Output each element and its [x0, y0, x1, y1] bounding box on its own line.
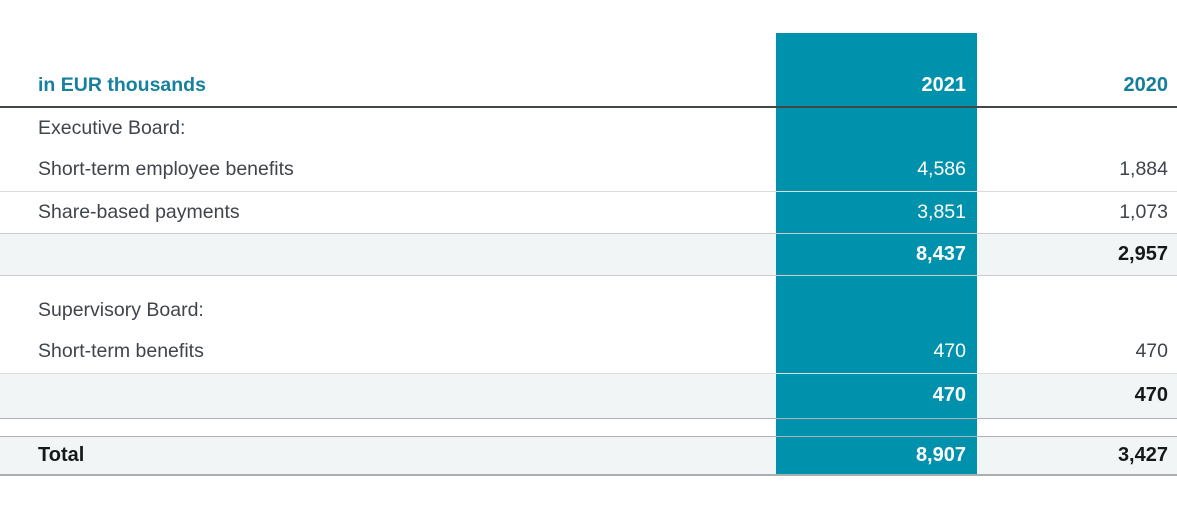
row-executive-board-subtotal: 8,437 2,957 [0, 233, 1177, 276]
column-header-2021: 2021 [776, 33, 977, 108]
row-label [0, 233, 776, 276]
row-label [0, 373, 776, 419]
compensation-table: in EUR thousands 2021 2020 Executive Boa… [0, 33, 1177, 476]
row-label: Total [0, 435, 776, 476]
cell-2021: 4,586 [776, 149, 977, 192]
row-share-based-payments: Share-based payments 3,851 1,073 [0, 191, 1177, 234]
cell-2020: 470 [977, 331, 1177, 374]
cell-2020: 1,884 [977, 149, 1177, 192]
cell-2020: 1,073 [977, 191, 1177, 234]
row-short-term-benefits: Short-term benefits 470 470 [0, 331, 1177, 374]
table-header-row: in EUR thousands 2021 2020 [0, 33, 1177, 108]
row-total: Total 8,907 3,427 [0, 435, 1177, 476]
row-executive-board-section: Executive Board: [0, 107, 1177, 149]
row-label: Short-term benefits [0, 331, 776, 374]
cell-2021: 470 [776, 331, 977, 374]
column-header-2020: 2020 [977, 33, 1177, 108]
cell-2021 [776, 107, 977, 149]
row-short-term-employee-benefits: Short-term employee benefits 4,586 1,884 [0, 149, 1177, 192]
section-spacer [0, 418, 1177, 436]
row-label: Executive Board: [38, 117, 186, 139]
row-label: Share-based payments [0, 191, 776, 234]
cell-2020: 3,427 [977, 435, 1177, 476]
cell-2021: 8,907 [776, 435, 977, 476]
row-label: Supervisory Board: [38, 298, 204, 321]
cell-2021: 8,437 [776, 233, 977, 276]
row-label: Short-term employee benefits [0, 149, 776, 192]
unit-label: in EUR thousands [0, 33, 776, 108]
section-spacer [0, 275, 1177, 289]
cell-2020 [977, 289, 1177, 331]
cell-2021 [776, 289, 977, 331]
cell-2020: 470 [977, 373, 1177, 419]
cell-2020 [977, 107, 1177, 149]
cell-2020: 2,957 [977, 233, 1177, 276]
row-supervisory-board-subtotal: 470 470 [0, 373, 1177, 419]
row-supervisory-board-section: Supervisory Board: [0, 289, 1177, 331]
cell-2021: 470 [776, 373, 977, 419]
cell-2021: 3,851 [776, 191, 977, 234]
